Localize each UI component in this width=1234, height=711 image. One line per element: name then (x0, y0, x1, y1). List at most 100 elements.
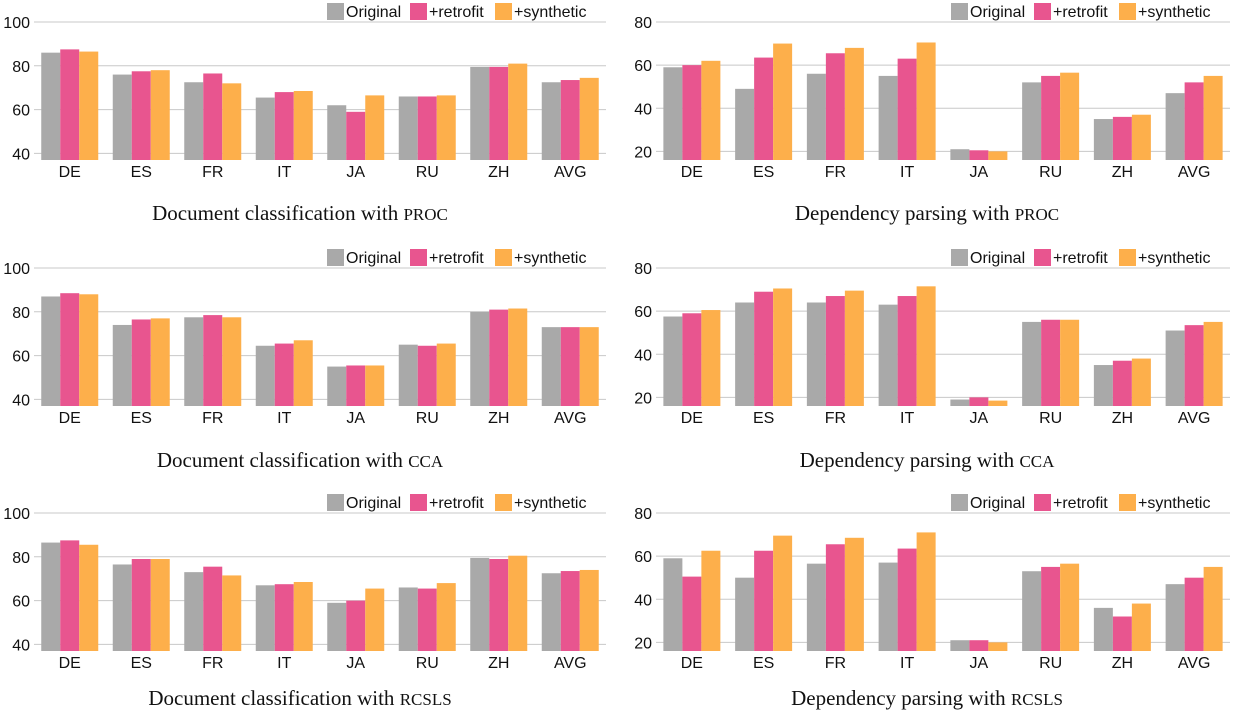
x-tick-label: RU (1039, 164, 1062, 181)
y-tick-label: 60 (12, 103, 30, 120)
y-tick-label: 60 (634, 549, 652, 566)
caption-title: Dependency parsing with (791, 686, 1011, 710)
bar-synthetic-avg (579, 569, 599, 651)
x-tick-label: ZH (1112, 164, 1133, 181)
y-tick-label: 60 (634, 58, 652, 75)
legend-swatch (410, 3, 427, 20)
bar-original-es (735, 88, 755, 160)
caption-title: Dependency parsing with (795, 201, 1015, 225)
x-tick-label: RU (416, 655, 439, 672)
legend-swatch (327, 3, 344, 20)
bar-retrofit-ja (969, 397, 989, 406)
bar-original-avg (1165, 584, 1185, 651)
legend-swatch (1034, 3, 1051, 20)
bar-retrofit-fr (825, 544, 845, 651)
bar-synthetic-avg (1203, 321, 1223, 406)
bar-synthetic-zh (508, 555, 528, 651)
bar-synthetic-avg (579, 77, 599, 160)
legend-label: +retrofit (429, 250, 484, 267)
y-tick-label: 40 (634, 592, 652, 609)
bar-synthetic-ru (436, 343, 456, 406)
x-tick-label: JA (970, 655, 989, 672)
x-tick-label: DE (681, 410, 703, 427)
bar-original-fr (806, 73, 826, 160)
bar-synthetic-it (293, 340, 313, 406)
bar-original-zh (1093, 607, 1113, 651)
caption-method: RCSLS (1011, 690, 1063, 709)
y-tick-label: 20 (634, 390, 652, 407)
bar-synthetic-fr (222, 575, 242, 651)
legend-label: +retrofit (429, 4, 484, 21)
bar-retrofit-es (754, 550, 774, 651)
bar-original-de (663, 316, 683, 406)
bar-original-fr (184, 82, 204, 160)
bar-synthetic-ru (1060, 319, 1080, 406)
y-tick-label: 100 (3, 506, 30, 523)
bar-synthetic-ja (365, 365, 385, 406)
x-tick-label: DE (59, 164, 81, 181)
bar-original-avg (541, 327, 561, 406)
x-tick-label: FR (202, 164, 223, 181)
legend-swatch (1034, 249, 1051, 266)
bar-original-fr (806, 563, 826, 651)
bar-synthetic-it (293, 91, 313, 160)
legend-label: Original (970, 4, 1025, 21)
bar-retrofit-de (682, 313, 702, 406)
bar-synthetic-it (293, 582, 313, 651)
x-tick-label: JA (346, 164, 365, 181)
bar-original-ru (398, 587, 418, 651)
bar-original-de (41, 52, 61, 160)
bar-synthetic-avg (1203, 75, 1223, 160)
chart-panel-1: 40 60 80 100 DE ES FR IT JA RU ZH AVG Original +retro… (3, 3, 606, 225)
bar-retrofit-it (897, 296, 917, 406)
bar-original-fr (184, 317, 204, 406)
bar-original-ja (327, 105, 347, 160)
y-tick-label: 80 (634, 506, 652, 523)
bar-original-ja (950, 640, 970, 651)
bar-original-avg (541, 82, 561, 160)
y-tick-label: 100 (3, 15, 30, 32)
bar-retrofit-ru (417, 96, 437, 160)
bar-retrofit-ja (346, 365, 366, 406)
x-tick-label: ES (753, 164, 774, 181)
x-tick-label: IT (277, 410, 291, 427)
bar-retrofit-zh (489, 66, 509, 160)
bar-original-zh (1093, 119, 1113, 160)
bar-original-ru (398, 344, 418, 406)
legend-swatch (410, 249, 427, 266)
legend-label: Original (970, 250, 1025, 267)
bar-original-avg (1165, 330, 1185, 406)
y-tick-label: 100 (3, 261, 30, 278)
chart-caption: Document classification with PROC (152, 201, 448, 225)
bar-original-ja (950, 399, 970, 406)
bar-synthetic-ru (1060, 563, 1080, 651)
bar-original-it (878, 304, 898, 406)
y-tick-label: 80 (634, 15, 652, 32)
bar-retrofit-de (682, 65, 702, 160)
legend: Original +retrofit +synthetic (951, 249, 1210, 267)
legend-label: +retrofit (1053, 4, 1108, 21)
x-tick-label: RU (1039, 410, 1062, 427)
x-tick-label: JA (970, 164, 989, 181)
x-tick-label: FR (202, 655, 223, 672)
chart-panel-2: 20 40 60 80 DE ES FR IT JA RU ZH AVG Original +retrof… (634, 3, 1230, 225)
bar-original-ja (327, 366, 347, 406)
bar-retrofit-avg (1184, 325, 1204, 406)
bar-retrofit-zh (1112, 360, 1132, 406)
bar-original-avg (541, 573, 561, 651)
bar-synthetic-es (773, 43, 793, 160)
chart-caption: Dependency parsing with CCA (800, 448, 1056, 472)
x-tick-label: AVG (1178, 164, 1211, 181)
bar-original-de (41, 542, 61, 651)
bar-original-ru (1022, 571, 1042, 651)
bar-synthetic-ja (365, 95, 385, 160)
y-tick-label: 80 (634, 261, 652, 278)
bar-synthetic-zh (1131, 358, 1151, 406)
bar-retrofit-ja (969, 150, 989, 160)
bar-retrofit-es (131, 319, 151, 406)
y-tick-label: 60 (12, 594, 30, 611)
bar-synthetic-ja (988, 151, 1008, 160)
bar-original-it (255, 97, 275, 160)
chart-panel-4: 20 40 60 80 DE ES FR IT JA RU ZH AVG Original +retrof… (634, 249, 1230, 472)
